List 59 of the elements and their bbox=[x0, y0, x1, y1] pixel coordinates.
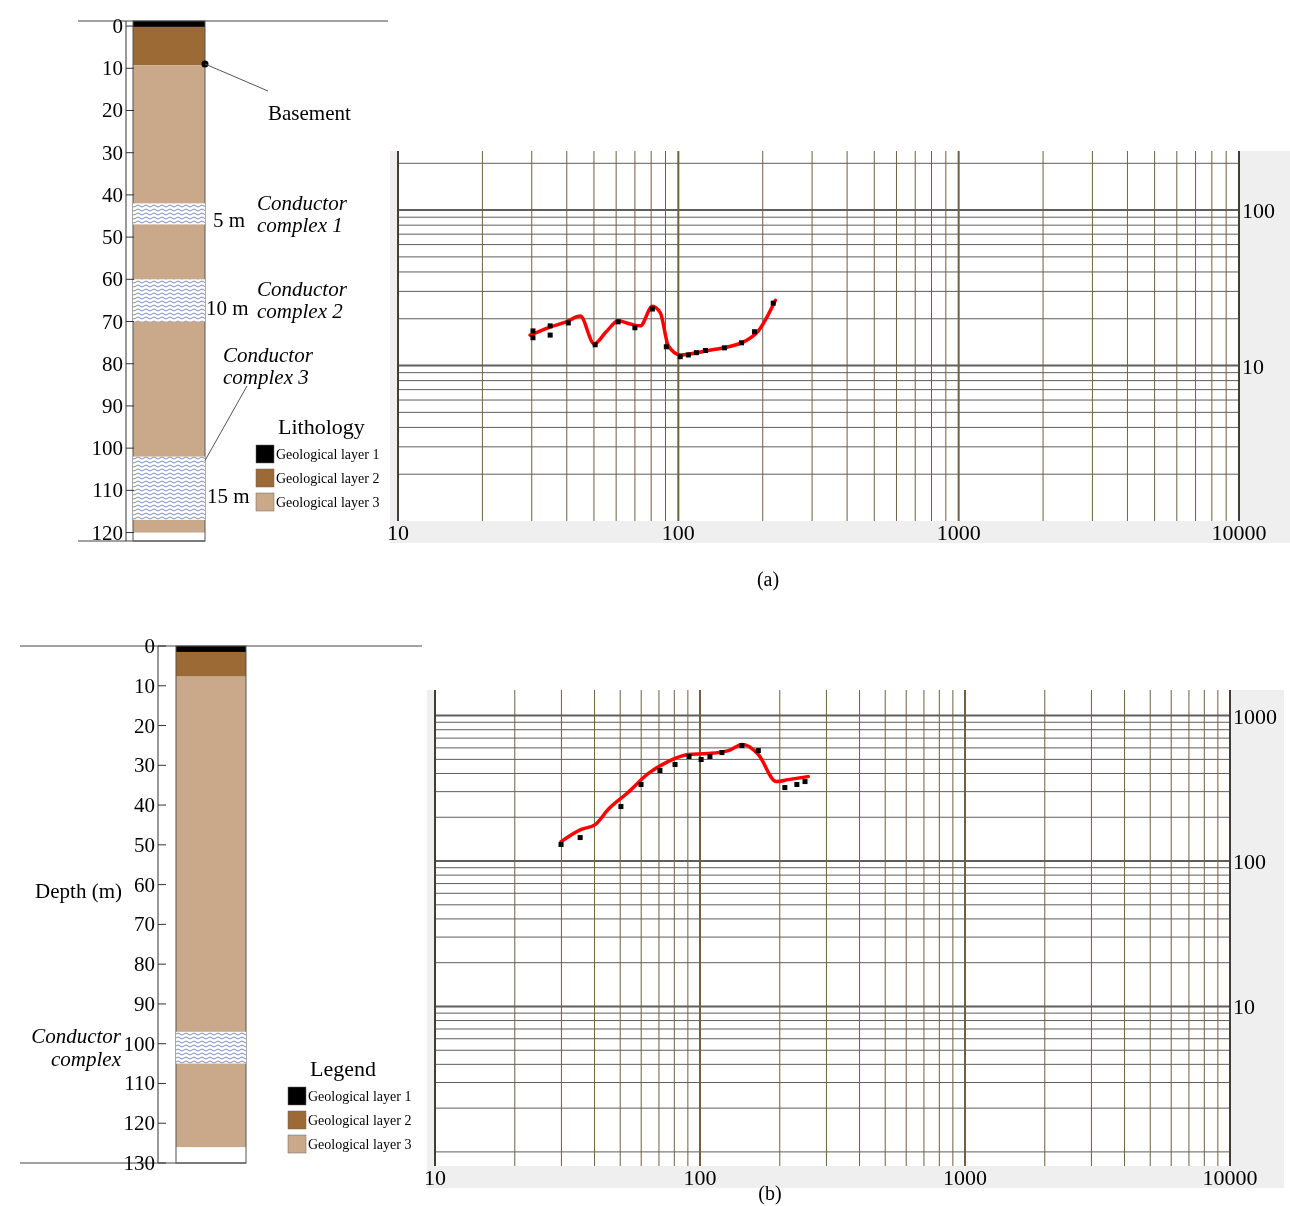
y-tick-label: 20 bbox=[134, 713, 155, 738]
y-tick-label: 30 bbox=[134, 753, 155, 778]
x-tick-label: 10000 bbox=[1202, 1165, 1258, 1190]
x-tick-label: 100 bbox=[661, 520, 695, 545]
y-tick-label: 1000 bbox=[1233, 703, 1277, 729]
y-tick-label: 100 bbox=[1242, 198, 1275, 224]
legend-label: Geological layer 3 bbox=[308, 1137, 412, 1152]
y-tick-label: 100 bbox=[1233, 849, 1266, 875]
y-tick-label: 40 bbox=[102, 182, 123, 207]
x-tick-label: 1000 bbox=[943, 1165, 987, 1190]
y-tick-label: 90 bbox=[102, 393, 123, 418]
y-tick-label: 90 bbox=[134, 991, 155, 1016]
x-tick-label: 1000 bbox=[936, 520, 981, 545]
y-tick-label: 80 bbox=[134, 952, 155, 977]
y-tick-label: 10 bbox=[102, 56, 123, 81]
y-axis-title: Depth (m) bbox=[35, 878, 122, 903]
y-tick-label: 120 bbox=[123, 1111, 155, 1136]
annotation: 15 m bbox=[207, 484, 250, 508]
y-tick-label: 40 bbox=[134, 793, 155, 818]
y-tick-label: 70 bbox=[134, 912, 155, 937]
y-tick-label: 100 bbox=[91, 436, 123, 461]
text: (b) bbox=[758, 1182, 782, 1205]
y-tick-label: 30 bbox=[102, 140, 123, 165]
annotation: 5 m bbox=[213, 208, 246, 232]
band-label: Conductor complex 3 bbox=[223, 342, 314, 389]
annotation: Basement bbox=[268, 101, 351, 125]
y-tick-label: 110 bbox=[92, 478, 123, 503]
text: (a) bbox=[756, 568, 780, 591]
band-label: Conductor complex 2 bbox=[257, 277, 348, 324]
y-tick-label: 100 bbox=[123, 1031, 155, 1056]
y-tick-label: 20 bbox=[102, 98, 123, 123]
y-tick-label: 80 bbox=[102, 351, 123, 376]
x-tick-label: 10000 bbox=[1211, 520, 1267, 545]
band-label: Conductor complex 1 bbox=[257, 190, 348, 237]
y-tick-label: 50 bbox=[102, 225, 123, 250]
y-tick-label: 60 bbox=[134, 872, 155, 897]
band-label: Conductor complex bbox=[31, 1024, 122, 1071]
y-tick-label: 10 bbox=[1242, 353, 1264, 379]
y-tick-label: 60 bbox=[102, 267, 123, 292]
y-tick-label: 130 bbox=[123, 1151, 155, 1175]
annotation: 10 m bbox=[206, 296, 249, 320]
x-tick-label: 100 bbox=[683, 1165, 717, 1190]
y-tick-label: 70 bbox=[102, 309, 123, 334]
legend-label: Geological layer 2 bbox=[308, 1113, 412, 1128]
x-tick-label: 10 bbox=[387, 520, 409, 545]
y-tick-label: 0 bbox=[112, 14, 123, 39]
y-tick-label: 10 bbox=[1233, 994, 1255, 1020]
legend-label: Geological layer 1 bbox=[308, 1089, 412, 1104]
y-tick-label: 110 bbox=[124, 1071, 155, 1096]
legend-label: Geological layer 3 bbox=[276, 495, 380, 510]
y-tick-label: 0 bbox=[144, 634, 155, 658]
legend-title: Lithology bbox=[278, 414, 365, 439]
y-tick-label: 50 bbox=[134, 832, 155, 857]
legend-label: Geological layer 1 bbox=[276, 447, 380, 462]
legend-title: Legend bbox=[310, 1056, 376, 1081]
legend-label: Geological layer 2 bbox=[276, 471, 380, 486]
x-tick-label: 10 bbox=[424, 1165, 446, 1190]
y-tick-label: 10 bbox=[134, 673, 155, 698]
y-tick-label: 120 bbox=[91, 520, 123, 545]
